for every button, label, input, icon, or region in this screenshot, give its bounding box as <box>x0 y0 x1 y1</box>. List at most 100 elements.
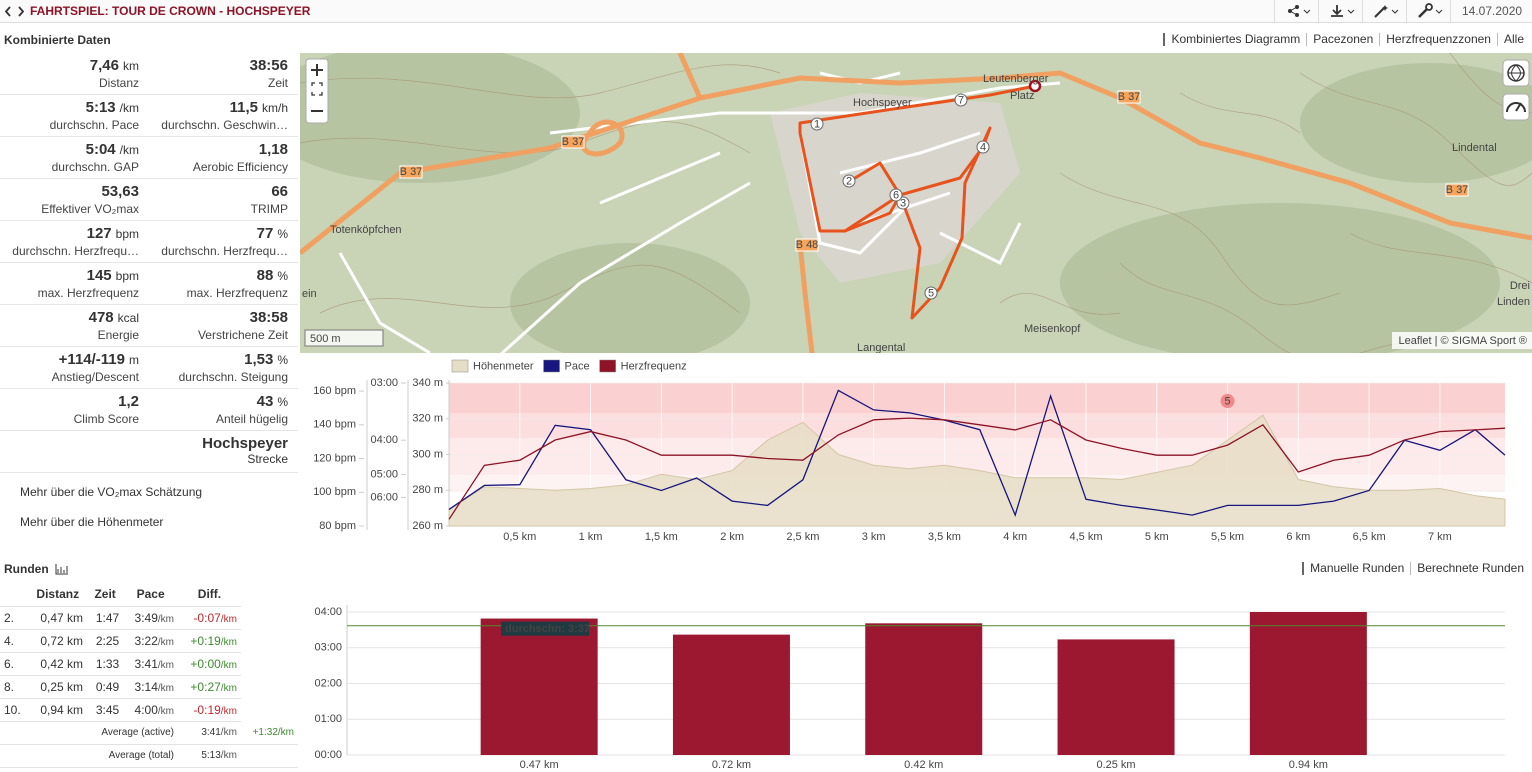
tab[interactable]: Herzfrequenzzonen <box>1379 33 1497 46</box>
date: 14.07.2020 <box>1462 4 1523 18</box>
stat-value: 11,5 <box>229 99 258 116</box>
stat-cell: 478 kcal Energie <box>0 305 149 347</box>
bar <box>480 618 598 755</box>
stat-unit: m <box>129 353 139 367</box>
x-tick-label: 0.94 km <box>1289 759 1328 771</box>
nav-arrows[interactable] <box>5 6 25 17</box>
stat-value: 38:58 <box>249 309 288 326</box>
stat-cell: 66 TRIMP <box>149 179 298 221</box>
map-layer-buttons[interactable] <box>1502 59 1530 121</box>
y-tick-label: 160 bpm <box>313 385 356 397</box>
stats-grid: 7,46 km Distanz 38:56 Zeit 5:13/km durchschn. … <box>0 53 298 431</box>
map-labels: Leutenberger Platz Hochspeyer Lindental … <box>302 73 1530 354</box>
bar <box>1057 639 1175 755</box>
info-link[interactable]: Mehr über die VO₂max Schätzung <box>14 485 202 499</box>
chart-icon[interactable] <box>55 563 68 575</box>
waypoint-label: 4 <box>980 141 986 153</box>
stat-cell: 38:58 Verstrichene Zeit <box>149 305 298 347</box>
lap-distance: 0,47 km <box>28 606 88 630</box>
tab[interactable]: Kombiniertes Diagramm <box>1163 33 1306 46</box>
tab[interactable]: Pacezonen <box>1306 33 1379 46</box>
y-tick-label: 04:00 <box>314 606 342 618</box>
stat-label: durchschn. GAP <box>51 160 139 174</box>
x-tick-label: 5,5 km <box>1211 531 1244 543</box>
stat-value-line: 88% <box>149 267 288 284</box>
lap-pace-value: 3:41 <box>134 656 158 671</box>
stat-unit: bpm <box>115 227 139 241</box>
lap-diff-unit: /km <box>220 682 237 694</box>
y-tick-label: 80 bpm <box>319 520 356 532</box>
lap-row[interactable]: 4. 0,72 km 2:25 3:22/km +0:19/km <box>0 629 298 653</box>
lap-pace-unit: /km <box>157 682 175 694</box>
lap-row[interactable]: 2. 0,47 km 1:47 3:49/km -0:07/km <box>0 606 298 630</box>
stat-label: Anteil hügelig <box>215 412 288 426</box>
attribution[interactable]: Leaflet | © SIGMA Sport ® <box>1398 335 1527 347</box>
lap-pace-unit: /km <box>157 705 175 717</box>
map-label: Langental <box>857 342 905 354</box>
tab[interactable]: Alle <box>1496 33 1530 46</box>
tab[interactable]: Berechnete Runden <box>1410 562 1530 575</box>
lap-diff: +0:00/km <box>178 652 241 676</box>
average-diff: +1:32/km <box>240 721 298 745</box>
lap-pace-value: 3:14 <box>134 679 158 694</box>
stat-unit: /km <box>119 101 139 115</box>
share-button[interactable] <box>1274 0 1318 23</box>
waypoint-label: 2 <box>846 175 852 187</box>
map[interactable]: 1 2 3 4 5 6 7 Leutenberger Platz Hochspeyer Li… <box>260 43 1532 373</box>
y-tick-label: 03:00 <box>314 642 342 654</box>
lap-diff-unit: /km <box>220 705 237 717</box>
zoom-control[interactable] <box>305 58 329 124</box>
lap-row[interactable]: 6. 0,42 km 1:33 3:41/km +0:00/km <box>0 652 298 676</box>
road-shield <box>795 238 819 252</box>
link-text: Mehr über die Höhenmeter <box>20 515 164 529</box>
tools-button[interactable] <box>1362 0 1406 23</box>
stat-label: Distanz <box>98 76 139 90</box>
average-pace-unit: /km <box>220 727 237 738</box>
download-button[interactable] <box>1318 0 1362 23</box>
lap-row[interactable]: 10. 0,94 km 3:45 4:00/km -0:19/km <box>0 698 298 722</box>
average-label: Average (active) <box>28 721 179 745</box>
y-tick-label: 320 m <box>412 413 443 425</box>
lap-time: 1:47 <box>87 606 124 630</box>
stat-label: Climb Score <box>73 412 139 426</box>
x-tick-label: 3 km <box>862 531 886 543</box>
settings-button[interactable] <box>1406 0 1450 23</box>
y-tick-label: 02:00 <box>314 677 342 689</box>
y-tick-label: 00:00 <box>314 749 342 761</box>
x-tick-label: 6 km <box>1286 531 1310 543</box>
laps-tabs: Manuelle Runden Berechnete Runden <box>1302 562 1530 575</box>
y-tick-label: 140 bpm <box>313 419 356 431</box>
lap-distance: 0,42 km <box>28 652 88 676</box>
x-tick-label: 1 km <box>579 531 603 543</box>
stat-value-line: 5:13/km <box>0 99 139 116</box>
y-tick-label: 280 m <box>412 484 443 496</box>
lap-time: 3:45 <box>87 698 124 722</box>
stat-value: 5:04 <box>85 141 116 158</box>
stat-value-line: 1,18 <box>149 141 288 158</box>
legend-label: Herzfrequenz <box>621 360 687 372</box>
x-tick-label: 4 km <box>1003 531 1027 543</box>
stat-value: 1,2 <box>118 393 139 410</box>
legend-swatch <box>543 359 560 373</box>
map-label: ein <box>302 288 317 300</box>
lap-pace-unit: /km <box>157 659 175 671</box>
stat-value-line: 77% <box>149 225 288 242</box>
lap-diff-value: +0:00 <box>190 656 221 671</box>
stat-value-line: 1,53% <box>149 351 288 368</box>
stat-value-line: 38:58 <box>149 309 288 326</box>
average-pace-value: 3:41 <box>201 727 221 738</box>
stat-value-line: 43% <box>149 393 288 410</box>
lap-pace-value: 3:49 <box>134 610 158 625</box>
y-tick-label: 06:00 <box>370 491 398 503</box>
zone-marker <box>1220 394 1235 408</box>
forest <box>300 53 1532 353</box>
header-cell: Distanz <box>28 583 88 607</box>
lap-row[interactable]: 8. 0,25 km 0:49 3:14/km +0:27/km <box>0 675 298 699</box>
tab[interactable]: Manuelle Runden <box>1302 562 1410 575</box>
stat-cell: 5:04/km durchschn. GAP <box>0 137 149 179</box>
zone-label: 5 <box>1224 395 1230 407</box>
info-link[interactable]: Mehr über die Höhenmeter <box>14 515 163 529</box>
y-tick-label: 260 m <box>412 520 443 532</box>
